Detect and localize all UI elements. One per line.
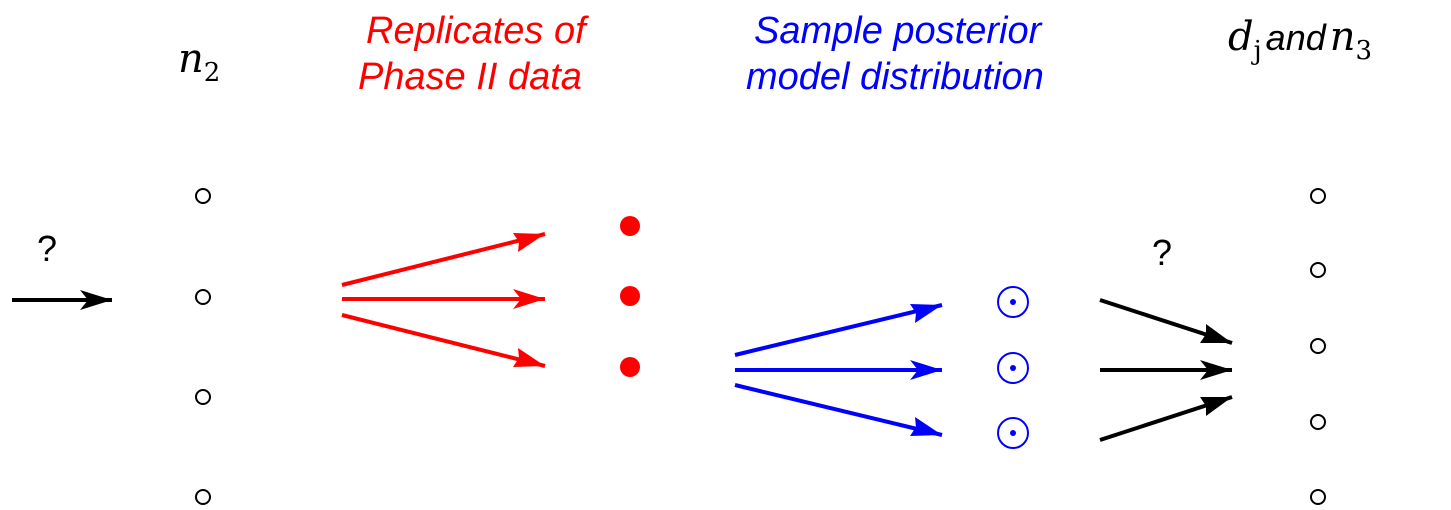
- posterior-node-3: [997, 417, 1029, 449]
- dj-label: dj: [1228, 14, 1262, 66]
- n3-node-5: [1310, 489, 1326, 505]
- n3-node-3: [1310, 338, 1326, 354]
- blue-arrow-mid-head: [910, 360, 942, 380]
- n3-label-base: n: [1329, 14, 1356, 60]
- posterior-node-2: [997, 352, 1029, 384]
- n3-node-2: [1310, 262, 1326, 278]
- red-arrow-top-head: [513, 233, 545, 252]
- dj-n3-label: dj and n3: [1228, 14, 1372, 66]
- n2-label-sub: 2: [203, 58, 221, 89]
- n2-node-1: [195, 188, 211, 204]
- posterior-node-3-dot: [1010, 430, 1016, 436]
- n3-label: n3: [1329, 14, 1372, 66]
- and-word: and: [1265, 17, 1326, 58]
- n2-node-2: [195, 289, 211, 305]
- red-arrow-bot-head: [513, 348, 545, 367]
- n2-node-4: [195, 489, 211, 505]
- replicate-dot-2: [620, 286, 640, 306]
- red-arrow-mid-head: [513, 289, 545, 309]
- black-arrow-bot-head: [1200, 397, 1232, 416]
- blue-arrow-bot: [734, 383, 943, 437]
- posterior-node-2-dot: [1010, 365, 1016, 371]
- red-arrow-top: [341, 232, 546, 287]
- n2-node-3: [195, 389, 211, 405]
- posterior-node-1-dot: [1010, 299, 1016, 305]
- replicates-label-line-1: Replicates of: [366, 10, 586, 52]
- n2-label-base: n: [178, 36, 204, 82]
- blue-arrow-bot-head: [910, 417, 942, 436]
- dj-label-sub: j: [1253, 36, 1262, 67]
- blue-arrow-top: [734, 303, 943, 357]
- n3-node-4: [1310, 414, 1326, 430]
- n2-label: n2: [178, 36, 220, 88]
- black-arrow-mid-head: [1200, 360, 1232, 380]
- replicate-dot-3: [620, 357, 640, 377]
- dj-label-base: d: [1228, 14, 1254, 60]
- question-mark-left: ?: [37, 228, 58, 269]
- replicate-dot-1: [620, 216, 640, 236]
- black-arrow-top-head: [1200, 324, 1232, 343]
- posterior-label: Sample posterior model distribution: [746, 8, 1044, 100]
- blue-arrow-top-head: [910, 304, 942, 323]
- n3-label-sub: 3: [1355, 36, 1373, 67]
- posterior-node-1: [997, 286, 1029, 318]
- replicates-label: Replicates of Phase II data: [358, 8, 586, 100]
- input-arrow-head: [80, 290, 112, 310]
- posterior-label-line-2: model distribution: [746, 56, 1044, 98]
- posterior-label-line-1: Sample posterior: [754, 10, 1042, 52]
- replicates-label-line-2: Phase II data: [358, 56, 582, 98]
- red-arrow-bot: [341, 313, 546, 368]
- question-mark-right: ?: [1152, 232, 1173, 273]
- n3-node-1: [1310, 188, 1326, 204]
